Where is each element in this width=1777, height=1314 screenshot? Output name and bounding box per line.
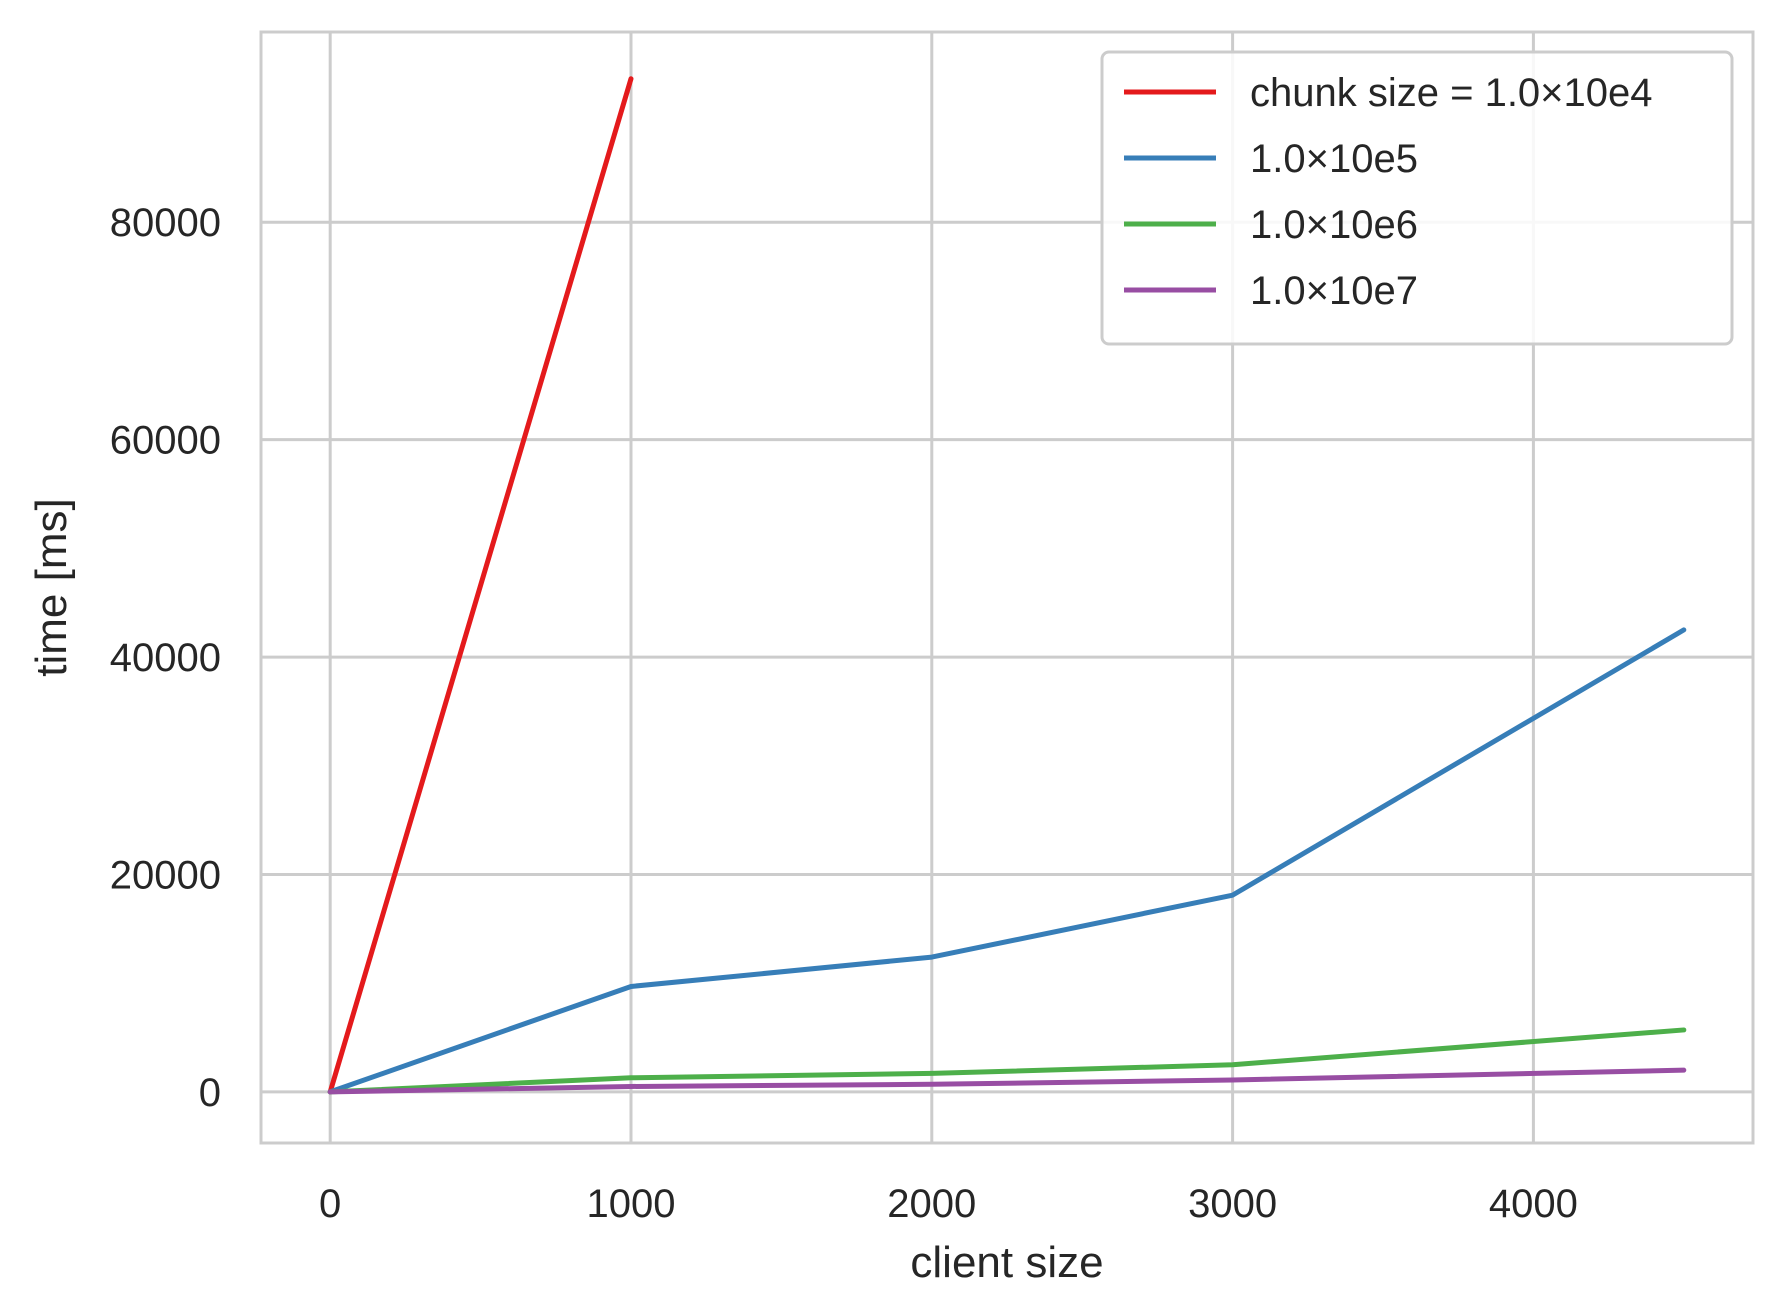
y-tick-label: 60000 xyxy=(110,419,221,463)
y-tick-labels: 0 20000 40000 60000 80000 xyxy=(110,201,221,1115)
legend-label: chunk size = 1.0×10e4 xyxy=(1250,71,1653,115)
x-tick-label: 4000 xyxy=(1489,1182,1578,1226)
legend: chunk size = 1.0×10e4 1.0×10e5 1.0×10e6 1.0… xyxy=(1100,50,1734,346)
y-tick-label: 80000 xyxy=(110,201,221,245)
legend-label: 1.0×10e5 xyxy=(1250,137,1418,181)
x-tick-label: 3000 xyxy=(1188,1182,1277,1226)
series-line-2 xyxy=(327,627,1687,1095)
legend-label: 1.0×10e7 xyxy=(1250,269,1418,313)
legend-box xyxy=(1100,50,1734,346)
x-axis-label: client size xyxy=(910,1238,1103,1287)
y-tick-label: 20000 xyxy=(110,853,221,897)
plot-frame xyxy=(259,30,1755,1145)
legend-label: 1.0×10e6 xyxy=(1250,203,1418,247)
series-line-1 xyxy=(327,76,634,1095)
x-tick-label: 2000 xyxy=(887,1182,976,1226)
series-line-4 xyxy=(327,1067,1687,1095)
x-tick-label: 1000 xyxy=(586,1182,675,1226)
series-lines xyxy=(327,76,1687,1095)
x-tick-labels: 0 1000 2000 3000 4000 xyxy=(319,1182,1578,1226)
y-axis-label: time [ms] xyxy=(27,498,76,676)
y-tick-label: 0 xyxy=(199,1071,221,1115)
y-tick-label: 40000 xyxy=(110,636,221,680)
series-line-3 xyxy=(327,1027,1687,1095)
x-tick-label: 0 xyxy=(319,1182,341,1226)
